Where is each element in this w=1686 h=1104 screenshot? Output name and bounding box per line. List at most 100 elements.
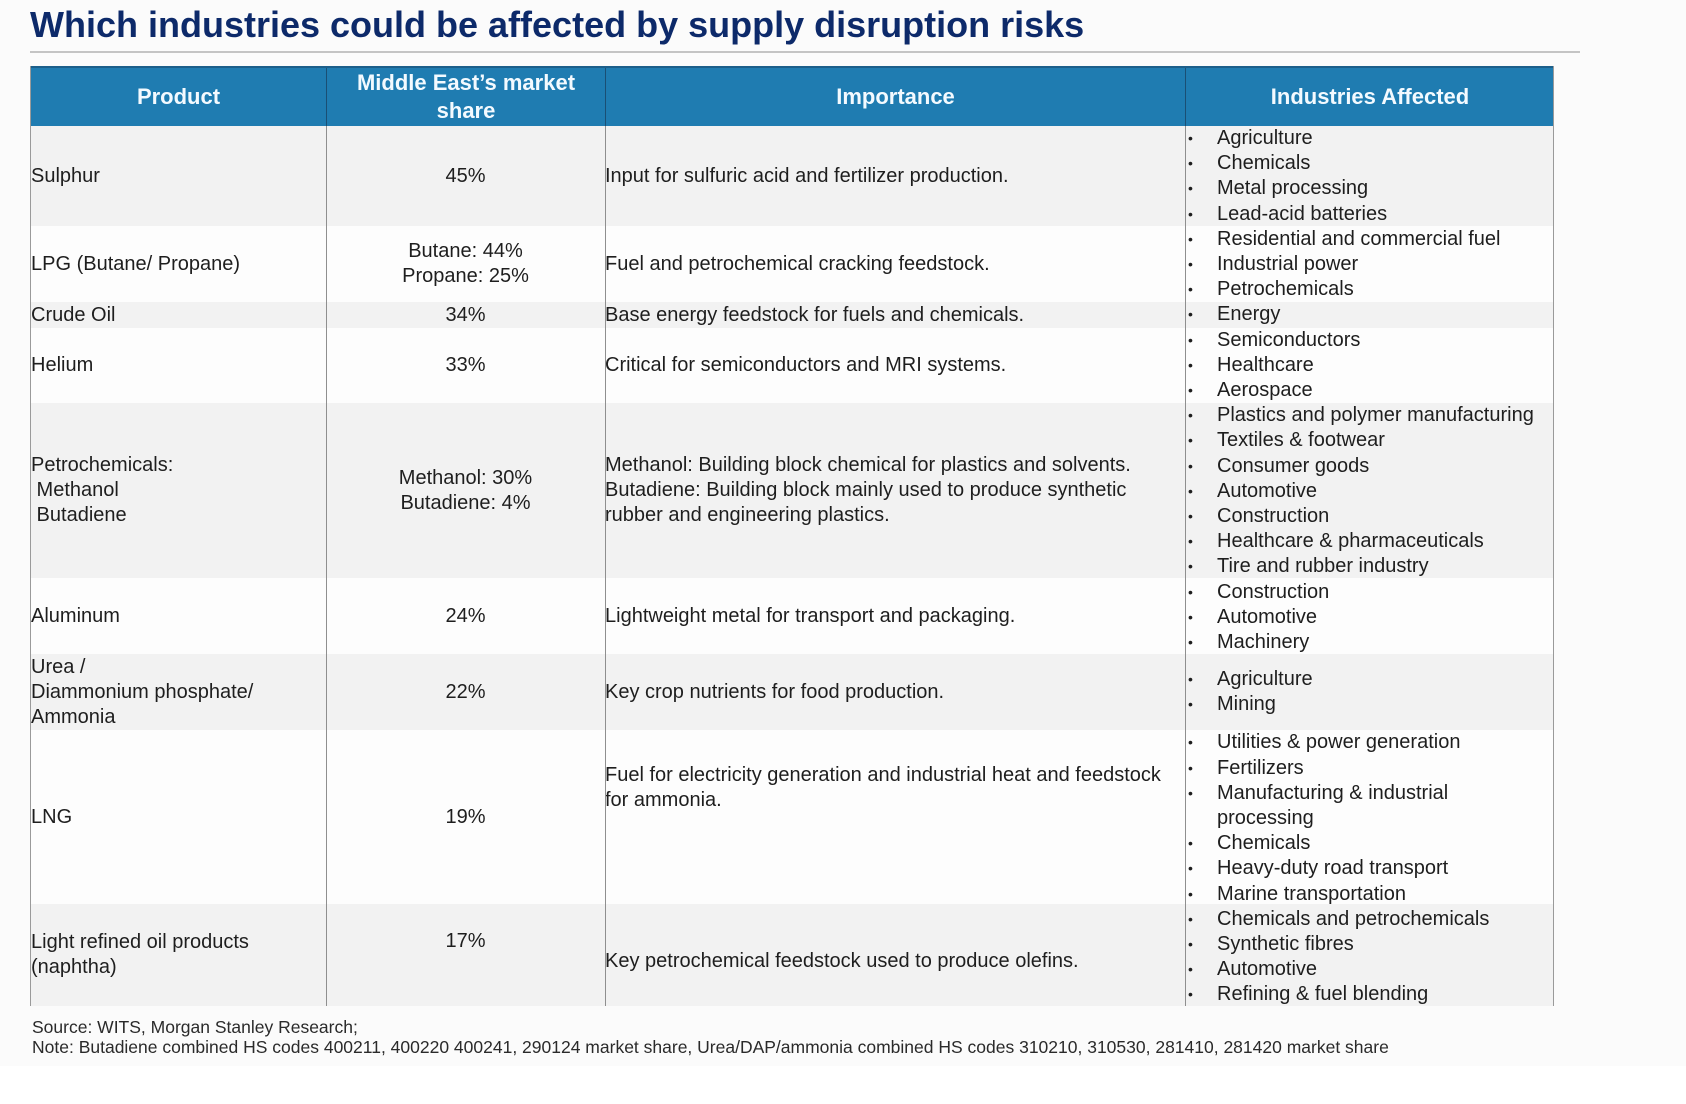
industry-label: Mining (1217, 693, 1276, 716)
market-share-cell: 24% (445, 604, 486, 627)
industry-label: Metal processing (1217, 177, 1369, 200)
industries-list: • Utilities & power generation • Fertilizer… (1186, 730, 1554, 906)
industries-list: • Chemicals and petrochemicals • Synthetic … (1186, 907, 1554, 1008)
industries-list: • Energy (1186, 302, 1554, 327)
industry-item: • Marine transportation (1186, 882, 1554, 907)
bullet-icon: • (1188, 457, 1193, 474)
industry-label: Agriculture (1217, 668, 1313, 690)
industry-item: • Semiconductors (1186, 328, 1554, 353)
importance-cell: Fuel and petrochemical cracking feedstoc… (605, 252, 990, 275)
industry-item: • Refining & fuel blending (1186, 982, 1554, 1007)
table-header: Product Middle East’s market share Impor… (31, 66, 1553, 126)
industry-item: • Construction (1186, 504, 1554, 529)
bullet-icon: • (1188, 634, 1193, 650)
industry-item: • Energy (1186, 302, 1554, 327)
table-row: Crude Oil 34% Base energy feedstock for … (31, 302, 1553, 328)
bullet-icon: • (1188, 961, 1193, 978)
bullet-icon: • (1188, 155, 1193, 172)
importance-cell: Methanol: Building block chemical for pl… (605, 454, 1131, 526)
table-row: Light refined oil products (naphtha) 17%… (31, 904, 1553, 1006)
market-share-cell: 33% (445, 354, 486, 376)
bullet-icon: • (1188, 860, 1193, 877)
importance-cell: Critical for semiconductors and MRI syst… (605, 354, 1007, 376)
industry-label: Automotive (1217, 605, 1318, 628)
bullet-icon: • (1188, 608, 1193, 625)
header-market-share: Middle East’s market share (326, 68, 605, 126)
industry-item: • Tire and rubber industry (1186, 554, 1554, 579)
bullet-icon: • (1188, 835, 1193, 852)
industry-label: Consumer goods (1217, 454, 1370, 477)
market-share-cell: 45% (445, 164, 486, 187)
industry-label: Textiles & footwear (1217, 429, 1385, 452)
industry-label: Healthcare & pharmaceuticals (1217, 530, 1484, 553)
industry-label: Agriculture (1217, 127, 1313, 149)
product-cell: Sulphur (31, 164, 100, 187)
bullet-icon: • (1188, 696, 1193, 713)
product-cell: LPG (Butane/ Propane) (31, 252, 241, 275)
table-row: LNG 19% Fuel for electricity generation … (31, 730, 1553, 904)
header-industries-affected: Industries Affected (1185, 68, 1554, 126)
industry-label: Plastics and polymer manufacturing (1217, 404, 1534, 427)
industries-list: • Plastics and polymer manufacturing • Text… (1186, 403, 1554, 579)
industry-item: • Chemicals and petrochemicals (1186, 907, 1554, 932)
industry-label: Machinery (1217, 631, 1310, 653)
market-share-cell: Butane: 44% Propane: 25% (402, 240, 529, 287)
industry-item: • Residential and commercial fuel (1186, 227, 1554, 252)
bullet-icon: • (1188, 180, 1193, 197)
industry-label: Energy (1217, 303, 1281, 326)
product-cell: LNG (31, 805, 73, 828)
bullet-icon: • (1188, 356, 1193, 373)
table-row: Sulphur 45% Input for sulfuric acid and … (31, 126, 1553, 226)
bullet-icon: • (1188, 734, 1193, 751)
bullet-icon: • (1188, 910, 1193, 927)
industry-item: • Chemicals (1186, 831, 1554, 856)
industry-label: Chemicals (1217, 832, 1311, 855)
bullet-icon: • (1188, 508, 1193, 524)
source-note: Source: WITS, Morgan Stanley Research; (32, 1017, 358, 1037)
bullet-icon: • (1188, 936, 1193, 952)
industry-item: • Agriculture (1186, 667, 1554, 692)
industries-list: • Agriculture • Chemicals • Metal processing •… (1186, 126, 1554, 227)
market-share-cell: 17% (445, 930, 486, 952)
market-share-cell: 34% (445, 303, 486, 326)
industry-label: Residential and commercial fuel (1217, 227, 1501, 250)
industries-list: • Agriculture • Mining (1186, 667, 1554, 717)
bullet-icon: • (1188, 306, 1193, 323)
industries-list: • Residential and commercial fuel • Industr… (1186, 227, 1554, 303)
industry-label: Chemicals (1217, 152, 1311, 175)
table-row: Petrochemicals: Methanol Butadiene Metha… (31, 403, 1553, 578)
industry-item: • Automotive (1186, 479, 1554, 504)
industry-label: Tire and rubber industry (1217, 555, 1429, 578)
bullet-icon: • (1188, 986, 1193, 1003)
industries-table: Product Middle East’s market share Impor… (30, 66, 1554, 1006)
bullet-icon: • (1188, 407, 1193, 424)
bullet-icon: • (1188, 331, 1193, 348)
industry-label: Automotive (1217, 958, 1318, 981)
importance-cell: Input for sulfuric acid and fertilizer p… (605, 164, 1009, 187)
industry-label: Industrial power (1217, 253, 1359, 275)
product-cell: Crude Oil (31, 303, 116, 326)
industry-label: Utilities & power generation (1217, 731, 1461, 754)
industry-label: Semiconductors (1217, 328, 1361, 351)
industry-item: • Lead-acid batteries (1186, 202, 1554, 227)
table-row: LPG (Butane/ Propane) Butane: 44% Propan… (31, 226, 1553, 302)
industry-item: • Healthcare & pharmaceuticals (1186, 529, 1554, 554)
industry-item: • Machinery (1186, 630, 1554, 655)
product-cell: Light refined oil products (naphtha) (31, 931, 249, 978)
table-row: Urea / Diammonium phosphate/ Ammonia 22%… (31, 654, 1553, 730)
header-product: Product (136, 84, 221, 109)
industry-item: • Manufacturing & industrial (1186, 781, 1554, 806)
bullet-icon: • (1188, 382, 1193, 398)
industry-item: • Mining (1186, 692, 1554, 717)
industry-item: • Chemicals (1186, 151, 1554, 176)
importance-cell: Key petrochemical feedstock used to prod… (605, 950, 1079, 972)
product-cell: Petrochemicals: Methanol Butadiene (31, 454, 174, 526)
industry-item: • Petrochemicals (1186, 277, 1554, 302)
bullet-icon: • (1188, 205, 1193, 222)
product-cell: Urea / Diammonium phosphate/ Ammonia (31, 655, 254, 728)
bullet-icon: • (1188, 256, 1193, 272)
industry-label: Chemicals and petrochemicals (1217, 907, 1490, 930)
industry-item: • Automotive (1186, 957, 1554, 982)
bullet-icon: • (1188, 230, 1193, 247)
industries-list: • Semiconductors • Healthcare • Aerospace (1186, 328, 1554, 404)
